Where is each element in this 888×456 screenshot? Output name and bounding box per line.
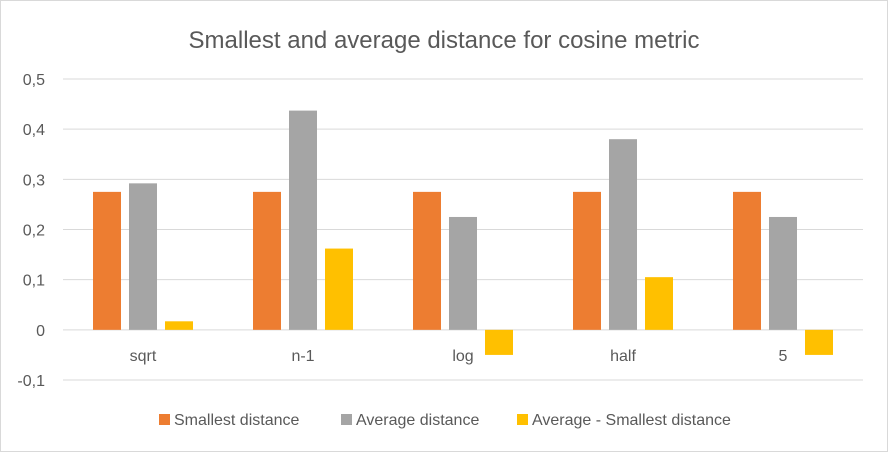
y-tick-label: 0,1 <box>23 273 45 290</box>
legend-label: Average - Smallest distance <box>532 412 731 429</box>
y-tick-label: 0 <box>36 323 45 340</box>
legend-swatch <box>159 414 170 425</box>
y-tick-label: 0,3 <box>23 172 45 189</box>
x-tick-label: half <box>610 348 636 365</box>
x-axis-labels: sqrt n-1 log half 5 <box>130 348 788 365</box>
bar <box>129 183 157 330</box>
bar <box>253 191 281 330</box>
legend-swatch <box>341 414 352 425</box>
bar <box>769 216 797 330</box>
x-tick-label: 5 <box>779 348 788 365</box>
bar <box>289 110 317 330</box>
legend-label: Smallest distance <box>174 412 299 429</box>
bar <box>485 329 513 355</box>
y-tick-label: 0,4 <box>23 122 45 139</box>
bar <box>413 191 441 330</box>
bar <box>165 321 193 330</box>
bar <box>733 191 761 330</box>
bar <box>93 191 121 330</box>
legend: Smallest distance Average distance Average… <box>159 412 731 429</box>
y-tick-label: -0,1 <box>17 373 45 390</box>
bar <box>645 277 673 330</box>
y-tick-label: 0,2 <box>23 223 45 240</box>
legend-swatch <box>517 414 528 425</box>
legend-label: Average distance <box>356 412 479 429</box>
bar <box>609 139 637 330</box>
bar <box>449 216 477 330</box>
bar <box>573 191 601 330</box>
x-tick-label: sqrt <box>130 348 157 365</box>
bar <box>325 248 353 330</box>
x-tick-label: log <box>452 348 473 365</box>
y-tick-label: 0,5 <box>23 72 45 89</box>
chart-title: Smallest and average distance for cosine… <box>189 27 700 54</box>
y-axis-ticks: -0,1 0 0,1 0,2 0,3 0,4 0,5 <box>17 72 45 390</box>
bars <box>93 110 833 355</box>
x-tick-label: n-1 <box>291 348 314 365</box>
bar <box>805 329 833 355</box>
